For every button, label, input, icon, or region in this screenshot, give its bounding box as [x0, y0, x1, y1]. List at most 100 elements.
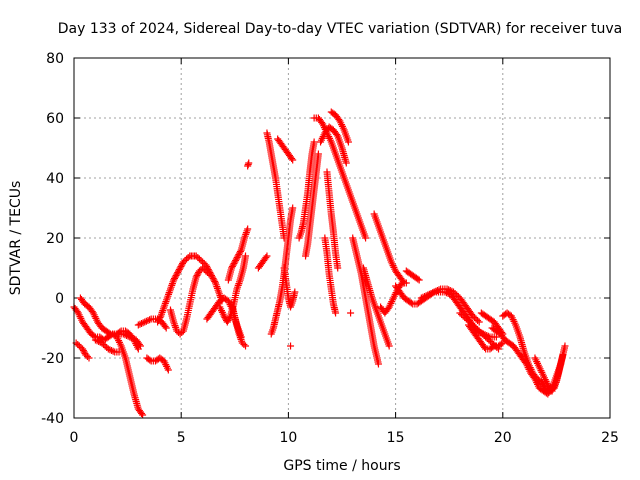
point-t28 [374, 360, 382, 368]
point-t9 [173, 327, 181, 335]
point-t1 [138, 410, 146, 417]
y-axis-label: SDTVAR / TECUs [8, 181, 24, 296]
y-tick-label: 80 [46, 51, 64, 67]
point-t29 [385, 342, 393, 350]
point-t19 [291, 288, 299, 296]
point-t12 [228, 264, 236, 272]
point-t37 [456, 309, 464, 317]
point-t37 [480, 332, 488, 339]
point-t7 [161, 323, 169, 330]
x-tick-label: 20 [494, 430, 512, 446]
point-t4 [95, 338, 103, 345]
point-t23 [362, 234, 370, 242]
point-t35 [433, 287, 441, 294]
point-t12 [232, 255, 240, 263]
point-t35 [475, 318, 483, 326]
point-t35 [422, 292, 430, 300]
point-t8 [171, 273, 179, 281]
point-t12 [235, 251, 243, 258]
point-t3 [83, 353, 91, 360]
point-t37 [459, 312, 467, 320]
point-t9 [192, 273, 200, 281]
point-t9 [202, 267, 210, 275]
point-t12 [236, 248, 244, 255]
point-t13 [242, 342, 250, 350]
point-t8 [195, 255, 203, 263]
point-t3 [82, 351, 90, 359]
point-t7 [138, 320, 146, 327]
point-t8 [179, 258, 187, 266]
point-t12 [244, 225, 252, 233]
point-t4 [104, 345, 112, 353]
point-t7 [136, 320, 144, 328]
point-t3 [75, 342, 83, 350]
point-t8 [192, 252, 200, 260]
point-t35 [474, 317, 482, 324]
point-t20 [287, 342, 295, 350]
point-t35 [427, 290, 435, 297]
point-t37 [486, 338, 494, 345]
point-t8 [174, 269, 182, 276]
point-t8 [210, 276, 218, 284]
point-t34 [415, 276, 423, 284]
point-t37 [477, 329, 485, 336]
point-t40 [559, 351, 567, 359]
point-t9 [194, 270, 202, 278]
point-t37 [461, 314, 469, 321]
point-t8 [154, 318, 162, 326]
point-t7 [146, 316, 154, 324]
point-t8 [173, 270, 181, 278]
point-t3 [79, 345, 87, 353]
point-t32 [402, 279, 410, 287]
point-t7 [144, 317, 152, 324]
point-t11 [225, 315, 233, 323]
point-t12 [234, 252, 242, 260]
point-t8 [154, 317, 162, 324]
point-t3 [74, 341, 82, 348]
point-t27 [344, 138, 352, 146]
point-t37 [483, 335, 491, 342]
point-t4 [91, 336, 99, 344]
point-t35 [429, 289, 437, 297]
point-t21 [310, 138, 318, 146]
chart-title: Day 133 of 2024, Sidereal Day-to-day VTE… [58, 21, 622, 37]
point-t37 [474, 326, 482, 333]
point-t18 [289, 156, 297, 164]
point-t9 [199, 264, 207, 272]
x-tick-label: 15 [387, 430, 405, 446]
point-t4 [93, 337, 101, 345]
point-t4 [98, 339, 106, 347]
point-t8 [175, 266, 183, 273]
point-t12 [229, 261, 237, 269]
point-t42 [499, 330, 507, 338]
tick-labels: 0 5 10 15 20 25 -40 -20 0 20 40 60 80 [41, 51, 619, 446]
point-t8 [199, 258, 207, 266]
point-t36 [492, 333, 500, 341]
point-t7 [139, 319, 147, 327]
point-t32 [397, 281, 405, 288]
point-t8 [209, 275, 217, 282]
point-t7 [141, 318, 149, 326]
point-t37 [482, 333, 490, 341]
point-t3 [79, 347, 87, 354]
point-t38 [481, 344, 489, 351]
point-t5 [116, 328, 124, 336]
point-t15 [262, 254, 270, 261]
point-t18 [288, 155, 296, 162]
point-t9 [200, 266, 208, 273]
point-t8 [194, 254, 202, 261]
point-t14 [245, 159, 253, 167]
point-t8 [176, 264, 184, 272]
y-tick-label: 0 [55, 291, 64, 307]
point-t9 [203, 269, 211, 276]
point-t6 [164, 366, 172, 374]
point-t3 [80, 348, 88, 356]
point-t5 [134, 345, 142, 353]
point-t35 [424, 291, 432, 299]
point-t3 [85, 354, 93, 362]
point-t8 [184, 254, 192, 261]
point-t25 [332, 309, 340, 317]
point-t8 [202, 261, 210, 269]
point-t1 [139, 411, 147, 419]
point-t37 [475, 327, 483, 335]
